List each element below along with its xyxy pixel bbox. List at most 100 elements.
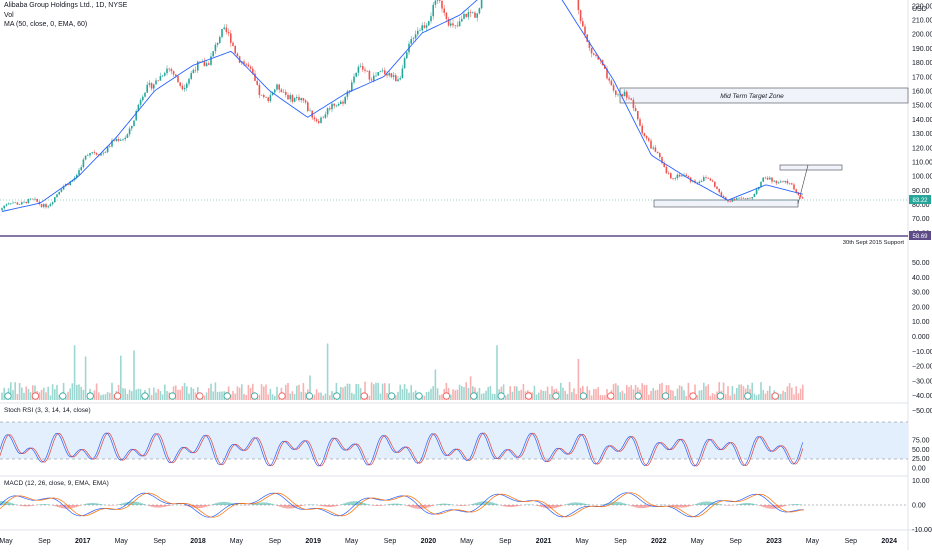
macd-histogram-bar xyxy=(321,505,322,506)
macd-histogram-bar xyxy=(91,503,92,505)
volume-bar xyxy=(492,394,494,400)
candle-body xyxy=(435,1,437,5)
ma-legend[interactable]: MA (50, close, 0, EMA, 60) xyxy=(4,21,87,29)
earnings-icon[interactable] xyxy=(87,393,93,399)
macd-histogram-bar xyxy=(273,504,274,505)
earnings-icon[interactable] xyxy=(608,393,614,399)
candle-body xyxy=(481,0,483,8)
volume-bar xyxy=(652,388,654,400)
macd-histogram-bar xyxy=(345,503,346,505)
macd-histogram-bar xyxy=(327,505,328,507)
macd-histogram-bar xyxy=(751,503,752,505)
candle-body xyxy=(85,156,87,160)
volume-bar xyxy=(212,391,214,400)
earnings-icon[interactable] xyxy=(471,393,477,399)
volume-bar xyxy=(261,384,263,400)
macd-histogram-bar xyxy=(643,505,644,508)
volume-bar xyxy=(245,395,247,400)
earnings-icon[interactable] xyxy=(60,393,66,399)
candle-body xyxy=(212,51,214,56)
earnings-icon[interactable] xyxy=(635,393,641,399)
macd-histogram-bar xyxy=(637,505,638,508)
price-tick: 70.00 xyxy=(912,216,930,223)
macd-histogram-bar xyxy=(539,505,540,507)
volume-bar xyxy=(69,388,71,400)
candle-body xyxy=(787,181,789,183)
macd-histogram-bar xyxy=(439,504,440,505)
macd-histogram-bar xyxy=(707,501,708,505)
earnings-icon[interactable] xyxy=(306,393,312,399)
earnings-icon[interactable] xyxy=(279,393,285,399)
volume-bar xyxy=(800,389,802,400)
volume-bar xyxy=(100,395,102,400)
earnings-icon[interactable] xyxy=(251,393,257,399)
symbol-title[interactable]: Alibaba Group Holdings Ltd., 1D, NYSE xyxy=(4,2,127,10)
earnings-icon[interactable] xyxy=(580,393,586,399)
earnings-icon[interactable] xyxy=(142,393,148,399)
candle-body xyxy=(712,181,714,182)
macd-histogram-bar xyxy=(755,504,756,505)
volume-bar xyxy=(644,385,646,400)
macd-histogram-bar xyxy=(121,503,122,505)
earnings-icon[interactable] xyxy=(169,393,175,399)
candle-body xyxy=(743,198,745,199)
volume-bar xyxy=(677,389,679,400)
earnings-icon[interactable] xyxy=(690,393,696,399)
macd-histogram-bar xyxy=(215,503,216,505)
candle-body xyxy=(316,119,318,121)
macd-histogram-bar xyxy=(197,505,198,508)
volume-bar xyxy=(85,357,87,400)
earnings-icon[interactable] xyxy=(443,393,449,399)
earnings-icon[interactable] xyxy=(498,393,504,399)
earnings-icon[interactable] xyxy=(416,393,422,399)
macd-histogram-bar xyxy=(515,505,516,506)
target-box[interactable] xyxy=(780,165,842,170)
volume-bar xyxy=(289,393,291,400)
vol-legend[interactable]: Vol xyxy=(4,12,14,20)
candle-body xyxy=(226,28,228,32)
earnings-icon[interactable] xyxy=(772,393,778,399)
earnings-icon[interactable] xyxy=(745,393,751,399)
earnings-icon[interactable] xyxy=(197,393,203,399)
time-tick: May xyxy=(230,538,244,545)
earnings-icon[interactable] xyxy=(5,393,11,399)
time-tick: Sep xyxy=(153,538,166,545)
candle-body xyxy=(718,189,720,192)
volume-bar xyxy=(784,392,786,400)
macd-histogram-bar xyxy=(283,505,284,508)
earnings-icon[interactable] xyxy=(114,393,120,399)
volume-bar xyxy=(347,384,349,400)
earnings-icon[interactable] xyxy=(32,393,38,399)
candle-body xyxy=(745,198,747,199)
volume-bar xyxy=(25,386,27,400)
earnings-icon[interactable] xyxy=(553,393,559,399)
macd-histogram-bar xyxy=(541,505,542,507)
candle-body xyxy=(672,178,674,179)
stoch-tick: 50.00 xyxy=(912,447,930,454)
earnings-icon[interactable] xyxy=(224,393,230,399)
candle-body xyxy=(780,181,782,182)
macd-histogram-bar xyxy=(797,504,798,505)
earnings-icon[interactable] xyxy=(662,393,668,399)
macd-histogram-bar xyxy=(387,504,388,505)
earnings-icon[interactable] xyxy=(388,393,394,399)
earnings-icon[interactable] xyxy=(334,393,340,399)
volume-bar xyxy=(52,384,54,400)
earnings-icon[interactable] xyxy=(361,393,367,399)
macd-histogram-bar xyxy=(741,503,742,505)
earnings-icon[interactable] xyxy=(525,393,531,399)
candle-body xyxy=(615,91,617,95)
macd-histogram-bar xyxy=(391,504,392,505)
support-box[interactable] xyxy=(654,200,798,207)
volume-bar xyxy=(157,389,159,400)
candle-body xyxy=(186,84,188,88)
macd-histogram-bar xyxy=(87,503,88,505)
macd-histogram-bar xyxy=(407,505,408,506)
candle-body xyxy=(701,181,703,182)
volume-bar xyxy=(303,383,305,400)
earnings-icon[interactable] xyxy=(717,393,723,399)
candle-body xyxy=(307,102,309,111)
